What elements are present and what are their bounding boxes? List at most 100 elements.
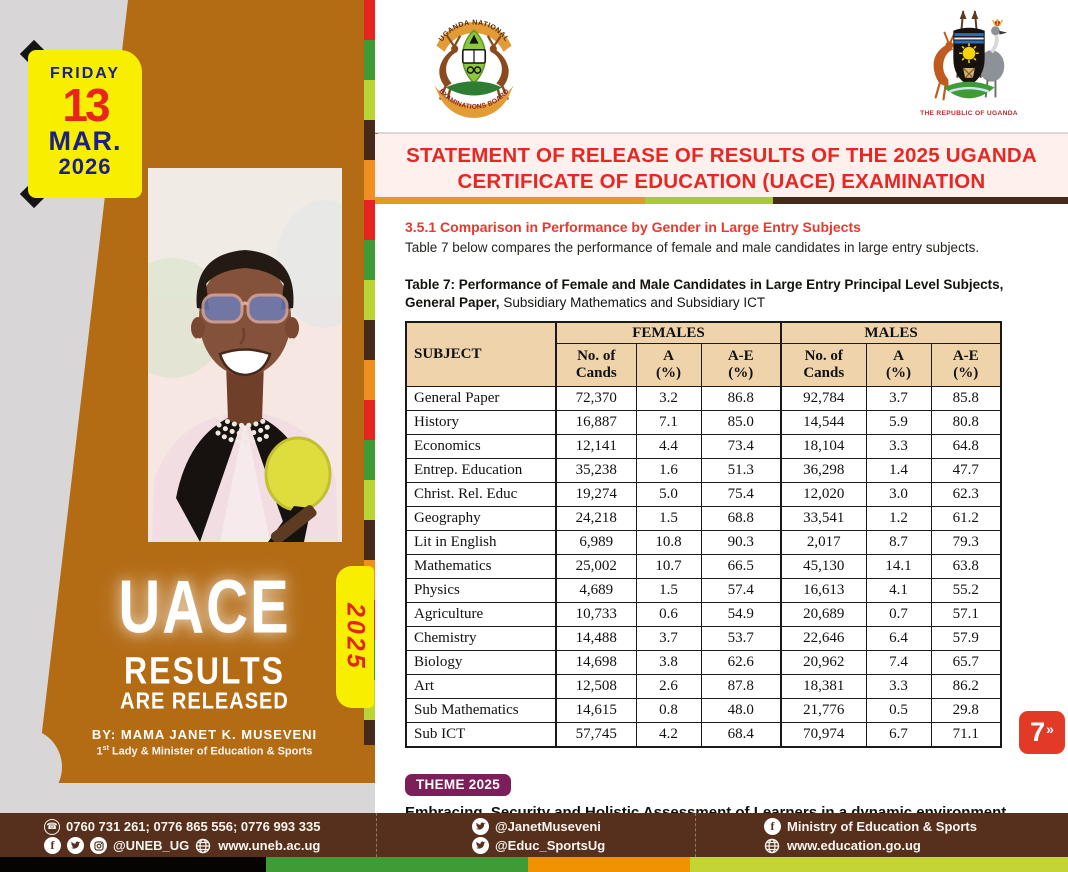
cell-f-a: 4.2 (635, 722, 702, 748)
phone-line: ☎ 0760 731 261; 0776 865 556; 0776 993 3… (44, 817, 376, 836)
cell-m-ae: 80.8 (930, 410, 1002, 435)
cell-subject: Agriculture (405, 602, 557, 627)
table-row: Chemistry 14,488 3.7 53.7 22,646 6.4 57.… (405, 626, 1002, 651)
cell-f-a: 3.8 (635, 650, 702, 675)
cell-f-cands: 14,698 (555, 650, 637, 675)
cell-m-cands: 36,298 (780, 458, 867, 483)
footer-uneb-contacts: ☎ 0760 731 261; 0776 865 556; 0776 993 3… (0, 813, 376, 857)
cell-m-cands: 45,130 (780, 554, 867, 579)
table-row: Mathematics 25,002 10.7 66.5 45,130 14.1… (405, 554, 1002, 579)
cell-f-ae: 87.8 (700, 674, 782, 699)
table-caption-bold: Table 7: Performance of Female and Male … (405, 277, 1004, 310)
cell-f-cands: 35,238 (555, 458, 637, 483)
cell-subject: History (405, 410, 557, 435)
cell-m-a: 6.4 (865, 626, 932, 651)
cell-f-cands: 19,274 (555, 482, 637, 507)
cell-m-a: 1.4 (865, 458, 932, 483)
uace-released-text: ARE RELEASED (120, 689, 289, 715)
year-tab-label: 2025 (341, 603, 370, 671)
cell-f-a: 3.2 (635, 386, 702, 411)
left-panel: FRIDAY 13 MAR. 2026 (0, 0, 378, 813)
twitter-icon (67, 837, 84, 854)
date-month: MAR. (48, 126, 122, 156)
cell-m-cands: 21,776 (780, 698, 867, 723)
uneb-handle: @UNEB_UG (113, 838, 190, 853)
cell-f-ae: 54.9 (700, 602, 782, 627)
ministry-line: f Ministry of Education & Sports (764, 817, 1068, 836)
portrait-photo (148, 168, 342, 542)
table-caption-regular: Subsidiary Mathematics and Subsidiary IC… (499, 295, 766, 310)
col-header-f-cands: No. of Cands (555, 343, 637, 387)
cell-m-a: 3.3 (865, 434, 932, 459)
cell-f-ae: 68.8 (700, 506, 782, 531)
tricolor-bar (375, 197, 1068, 204)
date-card: FRIDAY 13 MAR. 2026 (28, 50, 142, 198)
cell-f-ae: 68.4 (700, 722, 782, 748)
cell-f-cands: 4,689 (555, 578, 637, 603)
strip-black (0, 857, 266, 872)
released-by-line: BY: MAMA JANET K. MUSEVENI (91, 727, 318, 742)
footer-twitter-handles: @JanetMuseveni @Educ_SportsUg (376, 813, 695, 857)
antelope-left-icon (439, 35, 461, 101)
uganda-coat-of-arms: THE REPUBLIC OF UGANDA (920, 10, 1018, 117)
cell-m-cands: 92,784 (780, 386, 867, 411)
col-header-m-cands: No. of Cands (780, 343, 867, 387)
cell-subject: Physics (405, 578, 557, 603)
cell-f-cands: 14,615 (555, 698, 637, 723)
cell-m-ae: 57.9 (930, 626, 1002, 651)
cell-m-cands: 12,020 (780, 482, 867, 507)
crested-crane-icon (978, 18, 1008, 98)
cell-f-a: 2.6 (635, 674, 702, 699)
cell-f-cands: 6,989 (555, 530, 637, 555)
col-header-f-a: A (%) (635, 343, 702, 387)
cell-m-a: 1.2 (865, 506, 932, 531)
cell-m-a: 6.7 (865, 722, 932, 748)
twitter-icon (472, 818, 489, 835)
cell-f-ae: 73.4 (700, 434, 782, 459)
facebook-icon: f (44, 837, 61, 854)
section-heading: 3.5.1 Comparison in Performance by Gende… (405, 219, 861, 235)
ministry-name: Ministry of Education & Sports (787, 819, 977, 834)
strip-orange (528, 857, 690, 872)
table-row: Geography 24,218 1.5 68.8 33,541 1.2 61.… (405, 506, 1002, 531)
col-group-females: FEMALES (555, 321, 782, 344)
cell-m-ae: 63.8 (930, 554, 1002, 579)
cell-m-a: 8.7 (865, 530, 932, 555)
cell-m-ae: 85.8 (930, 386, 1002, 411)
cell-f-a: 5.0 (635, 482, 702, 507)
portrait-illustration (148, 168, 342, 542)
table-row: General Paper 72,370 3.2 86.8 92,784 3.7… (405, 386, 1002, 411)
col-header-f-ae: A-E (%) (700, 343, 782, 387)
grass-mound (445, 81, 503, 96)
col-header-m-ae: A-E (%) (930, 343, 1002, 387)
cell-f-cands: 57,745 (555, 722, 637, 748)
uace-results-text: RESULTS (124, 648, 285, 692)
footer: ☎ 0760 731 261; 0776 865 556; 0776 993 3… (0, 813, 1068, 857)
performance-table: SUBJECT FEMALES MALES No. of Cands A (%) A… (405, 321, 1002, 748)
table-row: History 16,887 7.1 85.0 14,544 5.9 80.8 (405, 410, 1002, 435)
date-day: 13 (62, 79, 110, 131)
cell-f-ae: 85.0 (700, 410, 782, 435)
shield-icon (953, 27, 985, 86)
cell-m-ae: 47.7 (930, 458, 1002, 483)
date-weekday: FRIDAY (49, 65, 121, 82)
page-number: 7 (1030, 717, 1046, 747)
header-band: UGANDA NATIONAL EXAMINATIONS BOARD (375, 0, 1068, 133)
cell-subject: Sub ICT (405, 722, 557, 748)
cell-f-cands: 14,488 (555, 626, 637, 651)
released-by-title: 1st Lady & Minister of Education & Sport… (96, 745, 313, 758)
cell-f-ae: 75.4 (700, 482, 782, 507)
cell-f-cands: 12,508 (555, 674, 637, 699)
cell-m-cands: 2,017 (780, 530, 867, 555)
cell-m-cands: 70,974 (780, 722, 867, 748)
ministry-web-line: www.education.go.ug (764, 836, 1068, 855)
coat-of-arms-caption: THE REPUBLIC OF UGANDA (920, 110, 1018, 117)
janet-handle: @JanetMuseveni (495, 819, 601, 834)
cell-subject: Economics (405, 434, 557, 459)
cell-f-ae: 57.4 (700, 578, 782, 603)
decorative-notch (0, 728, 62, 806)
statement-title: STATEMENT OF RELEASE OF RESULTS OF THE 2… (375, 134, 1068, 197)
cell-m-a: 4.1 (865, 578, 932, 603)
cell-f-a: 0.6 (635, 602, 702, 627)
